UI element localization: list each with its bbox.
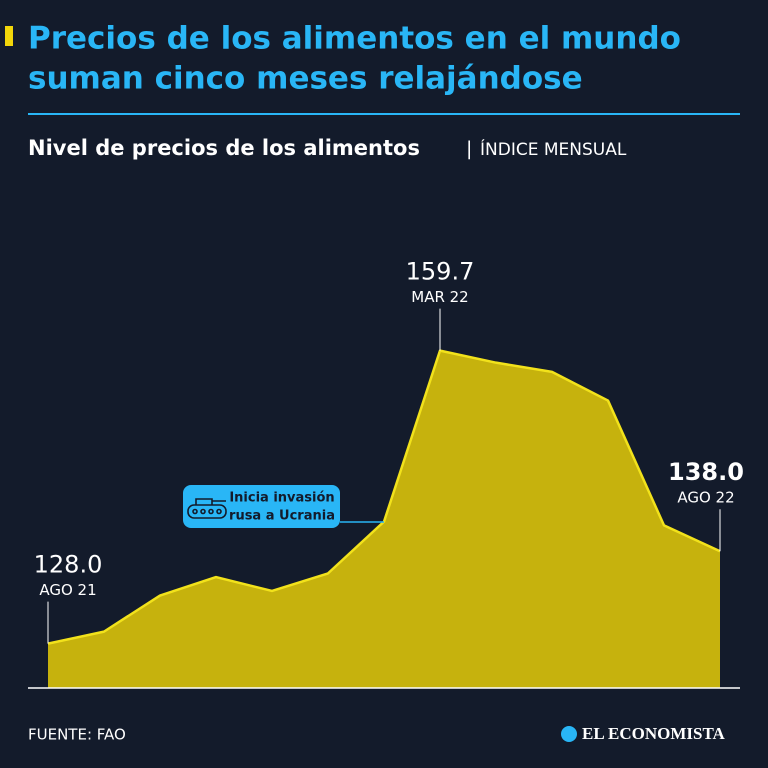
title-line: suman cinco meses relajándose — [28, 61, 583, 97]
category-label: AGO 21 — [39, 581, 96, 599]
pipe: | — [466, 138, 472, 160]
value-label: 128.0 — [34, 551, 103, 579]
annotation: Inicia invasión rusa a Ucrania — [183, 485, 384, 528]
annotation-text: Inicia invasión — [229, 491, 334, 506]
source: FUENTE: FAO — [28, 726, 126, 744]
title-line: Precios de los alimentos en el mundo — [28, 21, 681, 57]
area — [48, 350, 720, 688]
tank-icon — [187, 498, 227, 519]
annotation-text: rusa a Ucrania — [229, 509, 335, 524]
brand-logo — [561, 726, 577, 742]
brand: EL ECONOMISTA — [582, 724, 726, 743]
category-label: AGO 22 — [677, 489, 734, 507]
subtitle: Nivel de precios de los alimentos — [28, 136, 420, 160]
unit-label: ÍNDICE MENSUAL — [480, 138, 627, 160]
value-label: 138.0 — [668, 458, 744, 486]
accent-bar — [5, 26, 13, 46]
category-label: MAR 22 — [411, 288, 468, 306]
value-label: 159.7 — [406, 258, 475, 286]
